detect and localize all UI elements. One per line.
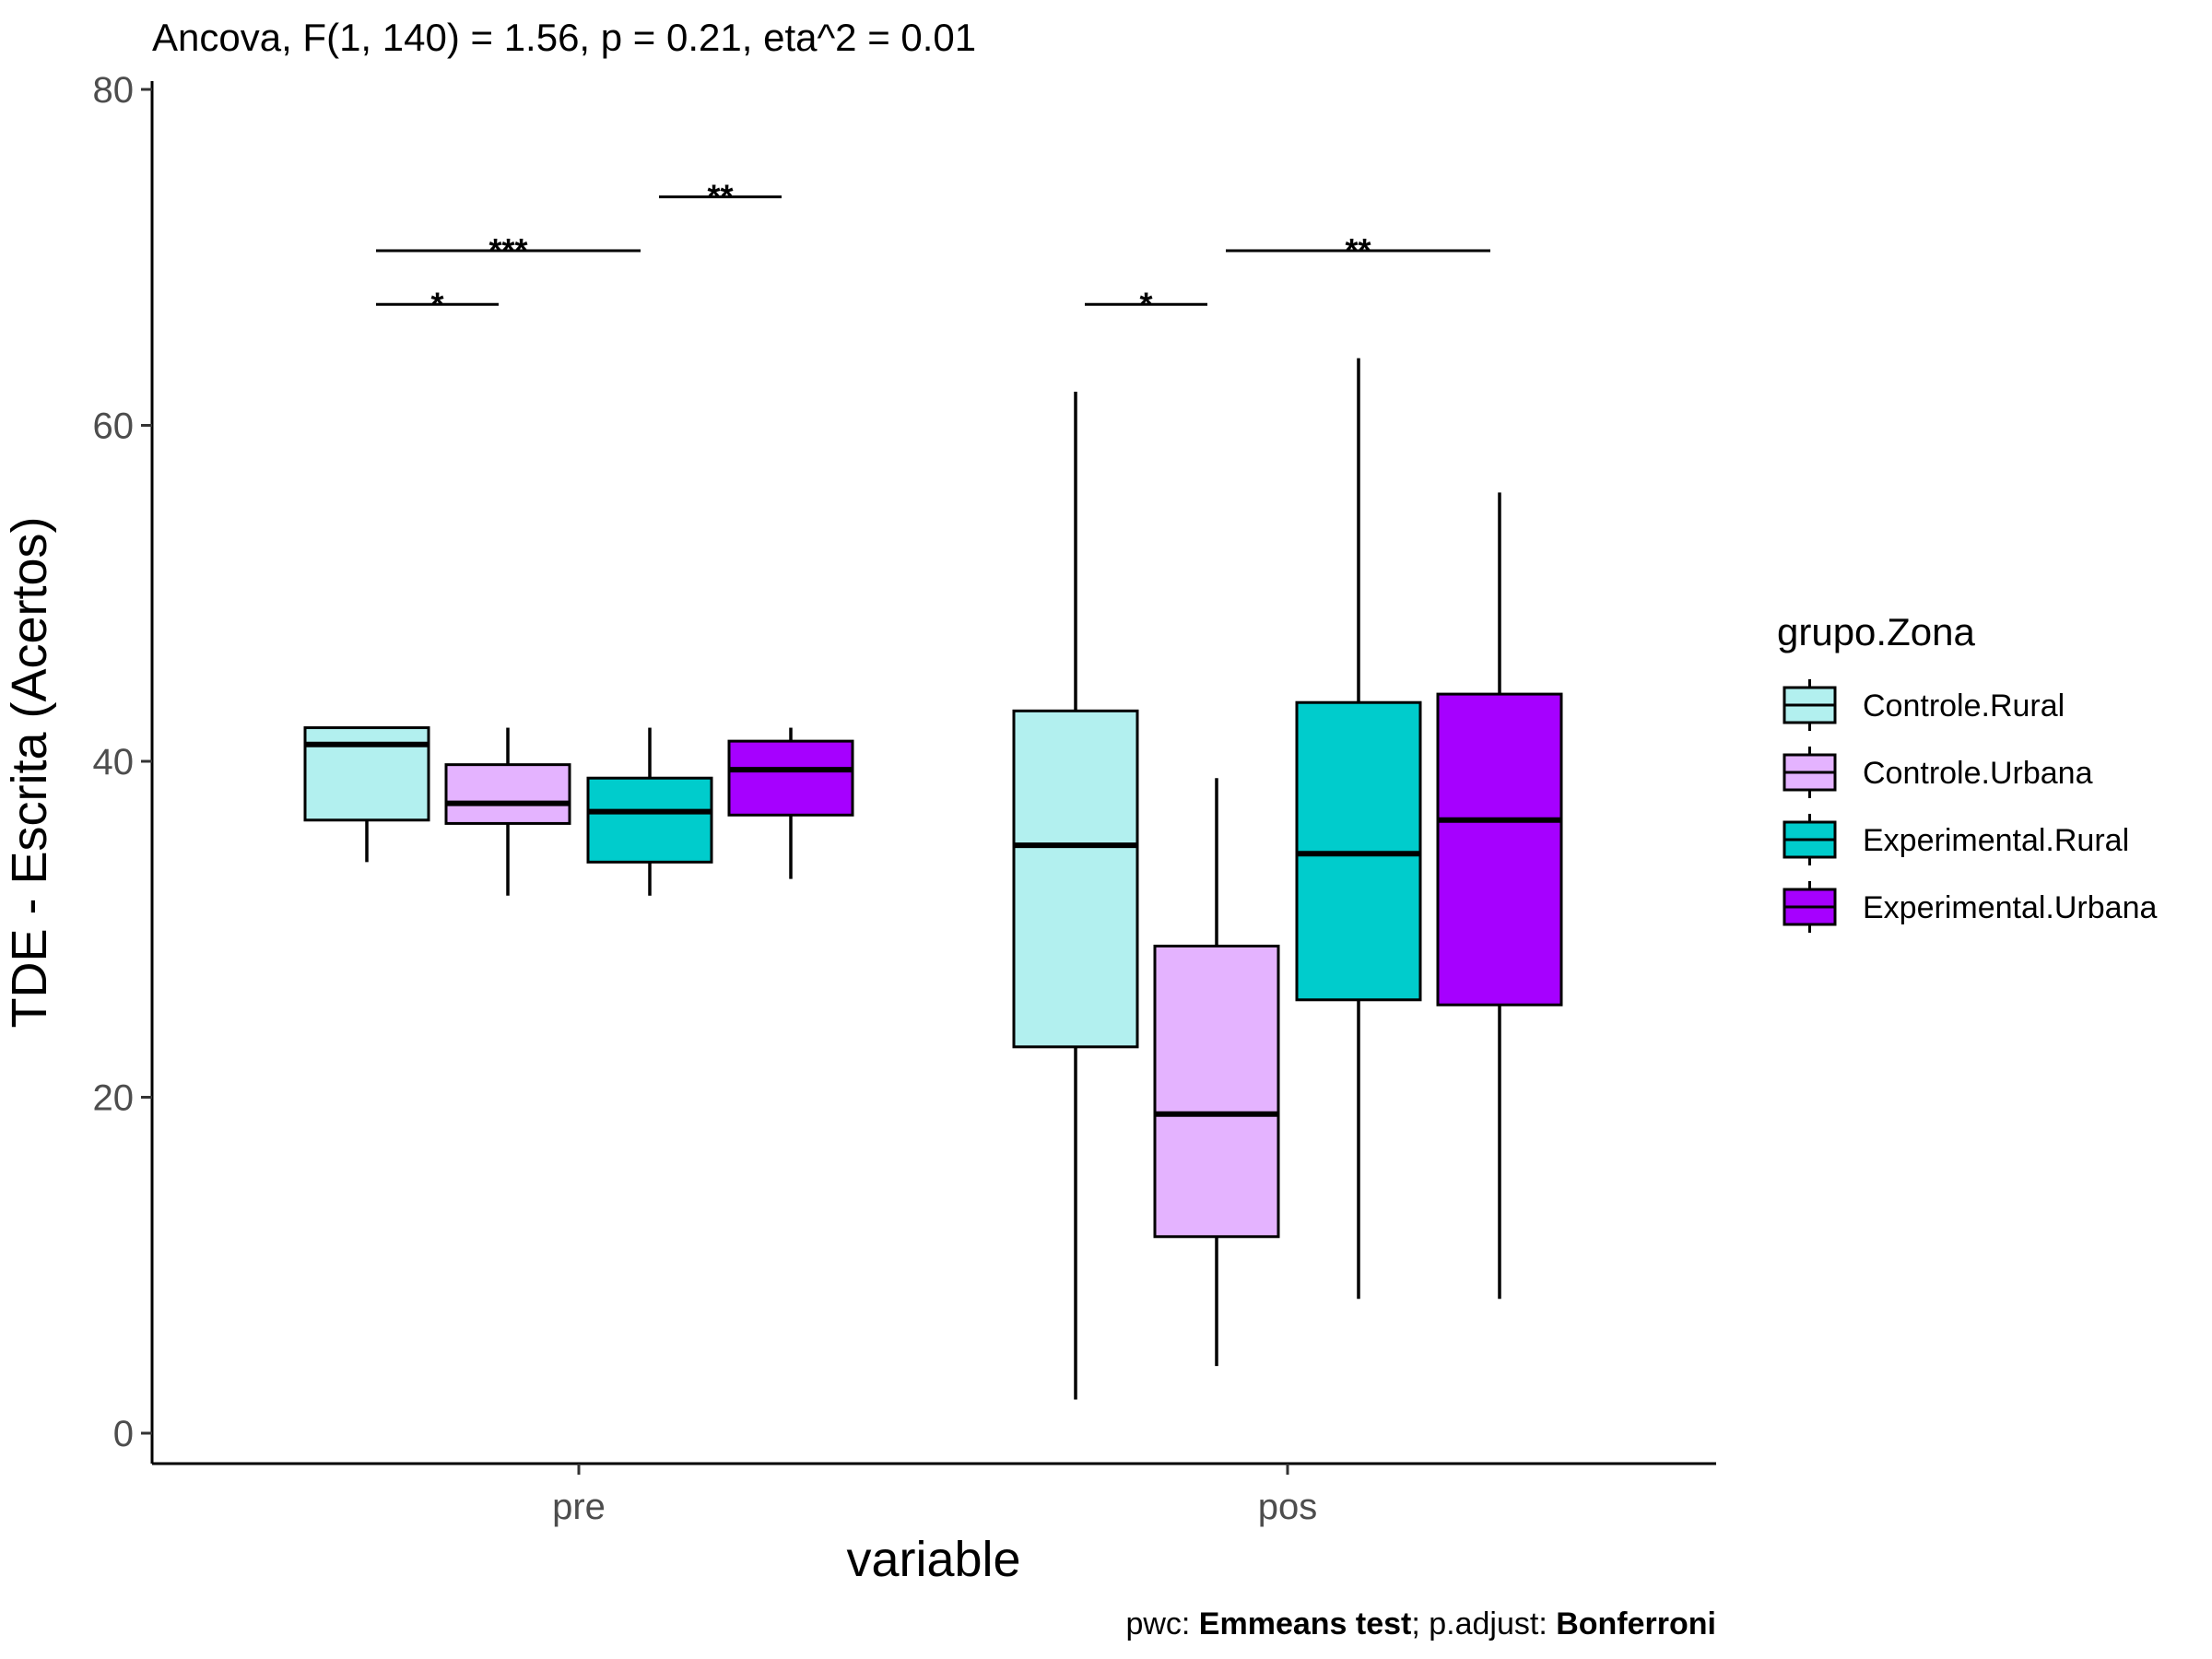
caption: pwc: Emmeans test; p.adjust: Bonferroni bbox=[1125, 1606, 1716, 1641]
significance-label: ** bbox=[1345, 231, 1371, 269]
significance-bracket: ** bbox=[659, 178, 782, 216]
significance-bracket: * bbox=[1085, 285, 1207, 323]
caption-prefix: pwc: bbox=[1125, 1606, 1198, 1641]
y-tick-label: 20 bbox=[93, 1078, 135, 1119]
chart-title: Ancova, F(1, 140) = 1.56, p = 0.21, eta^… bbox=[152, 16, 976, 59]
y-axis-title: TDE - Escrita (Acertos) bbox=[2, 516, 57, 1028]
significance-label: *** bbox=[488, 231, 527, 269]
significance-bracket: ** bbox=[1226, 231, 1490, 269]
box-iqr bbox=[727, 739, 854, 817]
legend-item-experimental-urbana: Experimental.Urbana bbox=[1783, 881, 2157, 933]
legend-item-controle-rural: Controle.Rural bbox=[1783, 679, 2065, 731]
x-tick-label: pos bbox=[1258, 1487, 1318, 1527]
x-tick-label: pre bbox=[552, 1487, 606, 1527]
caption-adjust: Bonferroni bbox=[1556, 1606, 1716, 1641]
x-axis: pre pos bbox=[152, 1462, 1716, 1527]
box-experimental-rural-pre bbox=[586, 727, 713, 896]
significance-label: * bbox=[430, 285, 443, 323]
legend-label: Experimental.Rural bbox=[1863, 823, 2129, 858]
caption-test: Emmeans test bbox=[1199, 1606, 1412, 1641]
box-iqr bbox=[1153, 944, 1280, 1239]
legend-title: grupo.Zona bbox=[1777, 610, 1975, 653]
box-controle-urbana-pre bbox=[444, 727, 571, 896]
box-iqr bbox=[444, 763, 571, 825]
significance-brackets: ********* bbox=[376, 178, 1490, 323]
legend-label: Experimental.Urbana bbox=[1863, 890, 2157, 925]
box-iqr bbox=[586, 776, 713, 864]
significance-bracket: *** bbox=[376, 231, 641, 269]
box-iqr bbox=[303, 726, 430, 822]
significance-bracket: * bbox=[376, 285, 499, 323]
caption-mid: ; p.adjust: bbox=[1411, 1606, 1556, 1641]
box-controle-urbana-pos bbox=[1153, 778, 1280, 1367]
box-plots bbox=[303, 358, 1563, 1400]
y-tick-label: 80 bbox=[93, 70, 135, 111]
box-experimental-urbana-pre bbox=[727, 727, 854, 879]
legend-item-experimental-rural: Experimental.Rural bbox=[1783, 814, 2129, 865]
legend-item-controle-urbana: Controle.Urbana bbox=[1783, 747, 2093, 798]
box-iqr bbox=[1436, 692, 1563, 1006]
box-controle-rural-pre bbox=[303, 726, 430, 863]
y-axis: 0 20 40 60 80 bbox=[93, 70, 154, 1464]
significance-label: * bbox=[1139, 285, 1152, 323]
box-experimental-urbana-pos bbox=[1436, 492, 1563, 1300]
y-tick-label: 0 bbox=[113, 1414, 134, 1454]
y-tick-label: 60 bbox=[93, 406, 135, 447]
y-tick-label: 40 bbox=[93, 742, 135, 782]
significance-label: ** bbox=[707, 178, 733, 216]
x-axis-title: variable bbox=[846, 1532, 1020, 1587]
box-iqr bbox=[1012, 709, 1139, 1049]
legend: grupo.Zona Controle.Rural Controle.Urbana… bbox=[1777, 610, 2157, 933]
box-controle-rural-pos bbox=[1012, 392, 1139, 1400]
legend-label: Controle.Rural bbox=[1863, 688, 2065, 724]
legend-label: Controle.Urbana bbox=[1863, 756, 2093, 791]
box-experimental-rural-pos bbox=[1295, 358, 1422, 1300]
